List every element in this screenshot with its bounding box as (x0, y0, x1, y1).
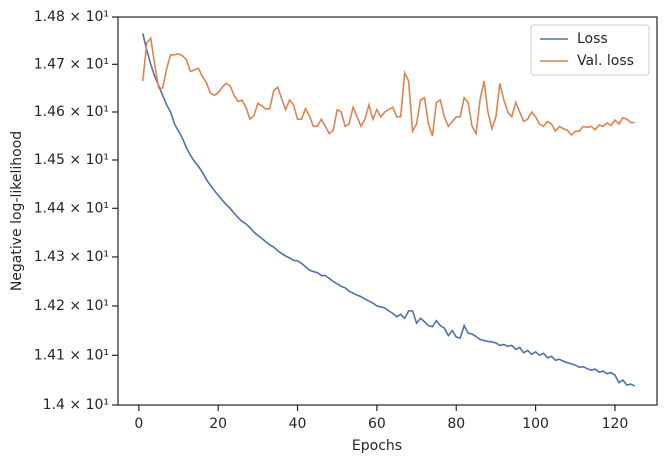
plot-frame (117, 16, 658, 406)
y-tick-label: 1.4 × 10¹ (43, 397, 109, 413)
x-axis-label: Epochs (352, 438, 402, 454)
y-tick-label: 1.46 × 10¹ (34, 104, 109, 120)
y-tick-label: 1.43 × 10¹ (34, 249, 109, 265)
x-tick-label: 20 (209, 416, 227, 432)
y-tick-label: 1.44 × 10¹ (34, 200, 109, 216)
x-tick-label: 80 (447, 416, 465, 432)
legend-label: Val. loss (577, 53, 634, 69)
line-series (142, 36, 635, 137)
y-tick-label: 1.48 × 10¹ (34, 9, 109, 25)
line-series (142, 33, 636, 387)
legend-box (530, 24, 650, 76)
y-tick-label: 1.42 × 10¹ (34, 298, 109, 314)
x-tick-label: 100 (522, 416, 549, 432)
x-tick-label: 0 (134, 416, 143, 432)
y-axis-label: Negative log-likelihood (9, 131, 25, 291)
legend-label: Loss (577, 31, 608, 47)
x-tick-label: 120 (602, 416, 629, 432)
y-tick-label: 1.41 × 10¹ (34, 347, 109, 363)
x-tick-label: 40 (289, 416, 307, 432)
y-tick-label: 1.45 × 10¹ (34, 152, 109, 168)
x-tick-label: 60 (368, 416, 386, 432)
y-tick-label: 1.47 × 10¹ (34, 56, 109, 72)
